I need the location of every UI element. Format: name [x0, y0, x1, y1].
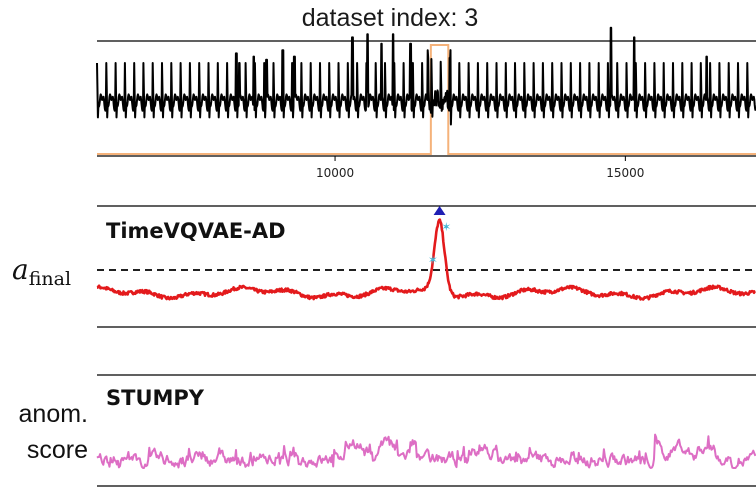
timevqvae-method-label: TimeVQVAE-AD	[106, 219, 286, 243]
y-axis-label-line2: score	[27, 436, 88, 464]
anomaly-label-line	[97, 44, 756, 155]
stumpy-panel: STUMPY anom. score	[19, 374, 756, 487]
signal-line	[96, 26, 756, 126]
peak-boundary-marker: ✶	[428, 253, 438, 267]
y-axis-label-line1: anom.	[19, 400, 88, 428]
threshold-label-sub: final	[29, 268, 71, 290]
peak-boundary-markers: ✶✶	[428, 220, 451, 267]
signal-panel: 10000 15000	[96, 26, 756, 180]
timevqvae-score-line	[96, 218, 756, 301]
chart-title: dataset index: 3	[302, 4, 479, 32]
threshold-label: afinal	[12, 253, 71, 290]
x-ticks: 10000 15000	[316, 156, 644, 180]
stumpy-method-label: STUMPY	[106, 386, 205, 410]
timevqvae-panel: TimeVQVAE-AD ✶✶ afinal	[12, 205, 756, 328]
stumpy-score-line	[96, 433, 756, 469]
x-tick-label: 10000	[316, 166, 354, 180]
threshold-label-main: a	[12, 253, 29, 286]
peak-marker	[433, 206, 446, 215]
peak-boundary-marker: ✶	[441, 220, 451, 234]
x-tick-label: 15000	[606, 166, 644, 180]
